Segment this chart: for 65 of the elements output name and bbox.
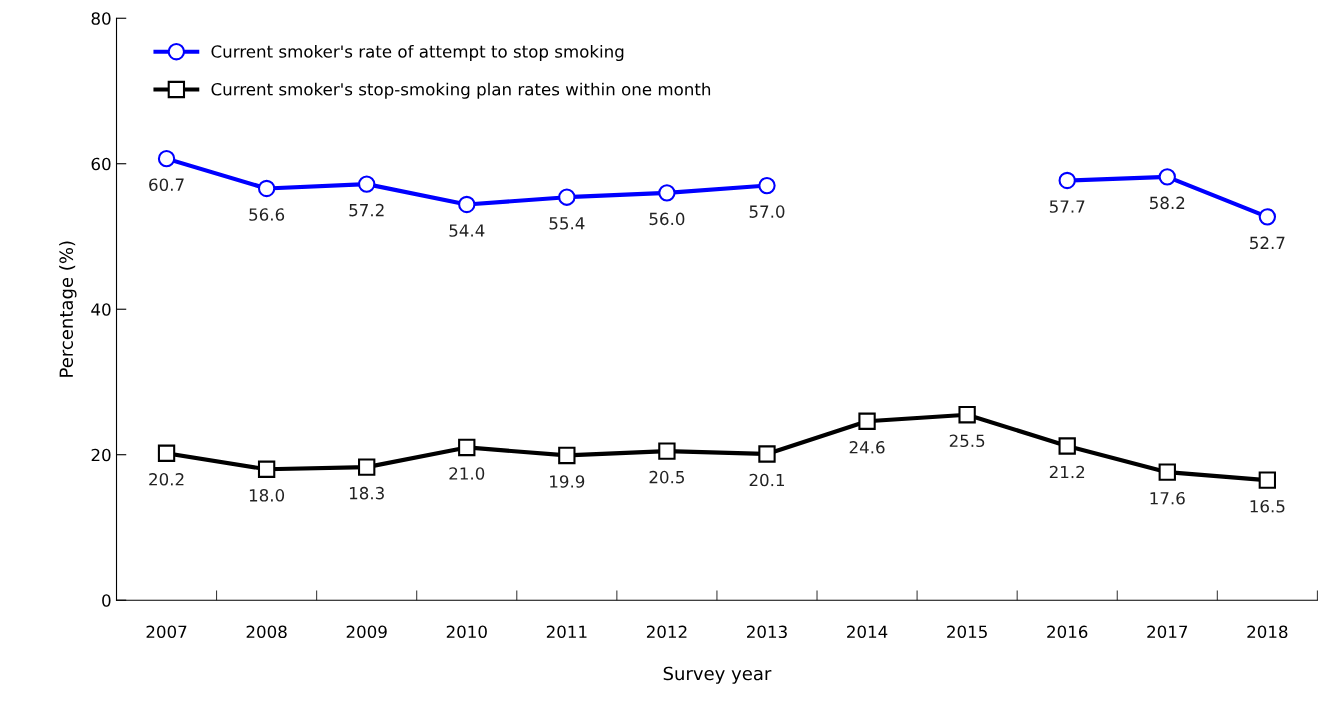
data-label: 55.4 xyxy=(549,217,585,230)
data-label: 60.7 xyxy=(149,178,184,191)
point xyxy=(458,195,476,214)
point xyxy=(1058,437,1076,455)
legend-label: Current smoker's stop-smoking plan rates within one month xyxy=(211,82,711,99)
y-tick-label: 20 xyxy=(91,448,111,462)
y-tick-label: 40 xyxy=(91,303,111,316)
data-label: 54.4 xyxy=(449,224,485,237)
data-label: 16.5 xyxy=(1250,499,1285,513)
data-label: 21.0 xyxy=(449,467,485,480)
data-label: 20.5 xyxy=(649,470,685,484)
x-axis-title: Survey year xyxy=(663,666,772,684)
data-label: 57.7 xyxy=(1049,200,1085,213)
point xyxy=(658,184,676,202)
data-label: 57.0 xyxy=(749,205,785,218)
data-label: 56.0 xyxy=(649,212,685,226)
data-label: 17.6 xyxy=(1150,491,1185,505)
data-label: 18.3 xyxy=(349,486,384,500)
data-label: 18.0 xyxy=(249,489,285,502)
legend-label: Current smoker's rate of attempt to stop smoking xyxy=(211,44,624,62)
point xyxy=(358,175,376,193)
x-tick-label: 2018 xyxy=(1247,625,1288,639)
point xyxy=(858,412,876,430)
data-label: 24.6 xyxy=(849,441,885,454)
data-label: 58.2 xyxy=(1150,196,1185,210)
y-axis-title: Percentage (%) xyxy=(59,241,77,377)
data-label: 21.2 xyxy=(1049,465,1085,479)
y-tick-label: 80 xyxy=(91,12,111,25)
data-label: 57.2 xyxy=(349,203,384,217)
point xyxy=(958,406,976,424)
point xyxy=(1058,171,1076,190)
point xyxy=(658,442,676,460)
point xyxy=(157,149,176,168)
x-tick-label: 2009 xyxy=(346,625,387,639)
point xyxy=(1158,463,1176,481)
point xyxy=(758,445,776,463)
data-label: 52.7 xyxy=(1250,236,1285,250)
x-tick-label: 2014 xyxy=(847,625,888,639)
x-tick-label: 2010 xyxy=(446,625,487,639)
point xyxy=(358,458,376,476)
y-tick-label: 0 xyxy=(102,594,111,607)
data-label: 19.9 xyxy=(550,475,585,488)
point xyxy=(257,460,276,478)
point xyxy=(558,188,576,206)
point xyxy=(758,176,776,195)
data-label: 56.6 xyxy=(249,208,285,221)
x-tick-label: 2011 xyxy=(546,625,587,639)
x-tick-label: 2008 xyxy=(246,625,287,639)
data-label: 25.5 xyxy=(949,434,985,448)
x-tick-label: 2017 xyxy=(1147,625,1188,639)
point xyxy=(558,446,576,465)
y-tick-label: 60 xyxy=(91,157,111,171)
point xyxy=(458,438,476,457)
x-tick-label: 2016 xyxy=(1047,625,1088,639)
x-tick-label: 2015 xyxy=(947,625,987,639)
point xyxy=(1258,471,1277,489)
point xyxy=(157,444,176,462)
point xyxy=(257,179,276,198)
point xyxy=(1258,208,1277,226)
data-label: 20.1 xyxy=(749,473,784,487)
x-tick-label: 2013 xyxy=(747,625,787,639)
x-tick-label: 2007 xyxy=(146,625,187,639)
x-tick-label: 2012 xyxy=(646,625,687,639)
point xyxy=(1158,168,1176,186)
data-label: 20.2 xyxy=(149,473,184,486)
